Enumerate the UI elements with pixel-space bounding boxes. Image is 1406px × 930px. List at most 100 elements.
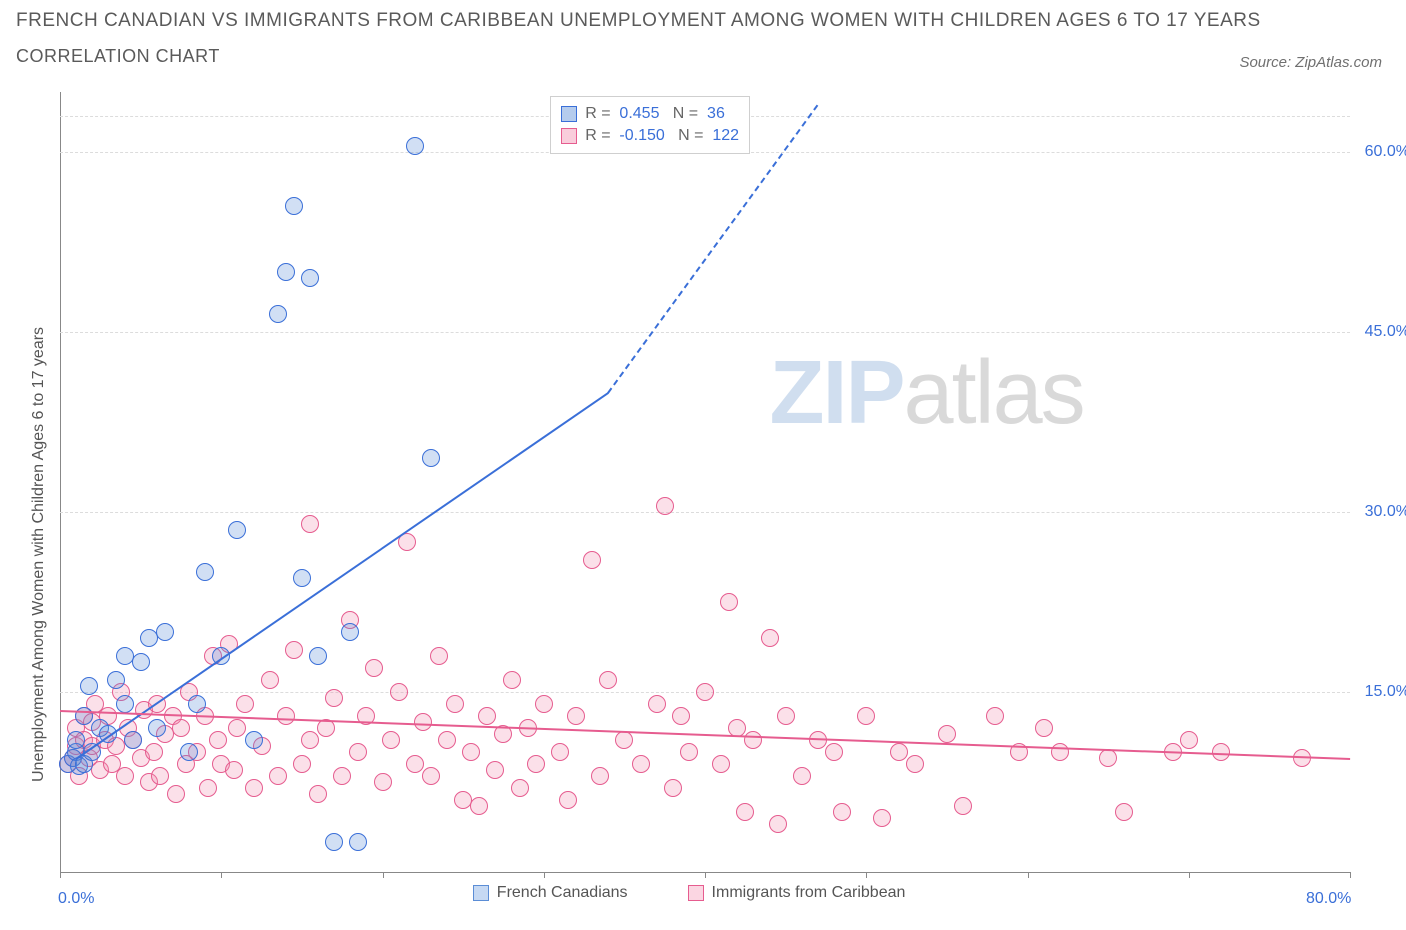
data-point <box>906 755 924 773</box>
data-point <box>365 659 383 677</box>
data-point <box>1115 803 1133 821</box>
data-point <box>591 767 609 785</box>
series-legend-item: French Canadians <box>473 884 628 902</box>
data-point <box>511 779 529 797</box>
data-point <box>696 683 714 701</box>
data-point <box>438 731 456 749</box>
data-point <box>1099 749 1117 767</box>
data-point <box>986 707 1004 725</box>
data-point <box>712 755 730 773</box>
chart-title-line2: CORRELATION CHART <box>16 46 1261 67</box>
data-point <box>664 779 682 797</box>
data-point <box>80 677 98 695</box>
data-point <box>656 497 674 515</box>
data-point <box>422 767 440 785</box>
data-point <box>107 671 125 689</box>
legend-label: Immigrants from Caribbean <box>712 884 906 902</box>
data-point <box>188 695 206 713</box>
data-point <box>873 809 891 827</box>
data-point <box>422 449 440 467</box>
data-point <box>293 569 311 587</box>
data-point <box>527 755 545 773</box>
series-legend-item: Immigrants from Caribbean <box>688 884 906 902</box>
data-point <box>406 755 424 773</box>
x-tick <box>1350 872 1351 878</box>
x-min-label: 0.0% <box>58 890 94 908</box>
data-point <box>325 833 343 851</box>
data-point <box>446 695 464 713</box>
data-point <box>615 731 633 749</box>
data-point <box>151 767 169 785</box>
data-point <box>720 593 738 611</box>
data-point <box>341 623 359 641</box>
data-point <box>1051 743 1069 761</box>
data-point <box>196 563 214 581</box>
data-point <box>293 755 311 773</box>
stats-legend: R = 0.455 N = 36R = -0.150 N = 122 <box>550 96 750 154</box>
data-point <box>890 743 908 761</box>
x-tick <box>866 872 867 878</box>
x-tick <box>544 872 545 878</box>
data-point <box>857 707 875 725</box>
correlation-chart: 15.0%30.0%45.0%60.0%0.0%80.0%Unemploymen… <box>60 92 1350 872</box>
legend-swatch <box>561 128 577 144</box>
data-point <box>672 707 690 725</box>
data-point <box>325 689 343 707</box>
data-point <box>793 767 811 785</box>
data-point <box>374 773 392 791</box>
data-point <box>225 761 243 779</box>
data-point <box>648 695 666 713</box>
data-point <box>462 743 480 761</box>
data-point <box>167 785 185 803</box>
data-point <box>172 719 190 737</box>
data-point <box>228 719 246 737</box>
data-point <box>148 719 166 737</box>
legend-swatch <box>561 106 577 122</box>
data-point <box>261 671 279 689</box>
x-tick <box>1189 872 1190 878</box>
data-point <box>301 731 319 749</box>
data-point <box>67 731 85 749</box>
data-point <box>209 731 227 749</box>
data-point <box>333 767 351 785</box>
data-point <box>632 755 650 773</box>
data-point <box>503 671 521 689</box>
data-point <box>744 731 762 749</box>
data-point <box>236 695 254 713</box>
data-point <box>285 197 303 215</box>
data-point <box>116 695 134 713</box>
data-point <box>567 707 585 725</box>
data-point <box>132 653 150 671</box>
y-axis-title: Unemployment Among Women with Children A… <box>30 327 48 782</box>
y-tick-label: 60.0% <box>1358 143 1406 161</box>
x-max-label: 80.0% <box>1306 890 1351 908</box>
gridline <box>60 332 1350 333</box>
data-point <box>277 263 295 281</box>
data-point <box>349 743 367 761</box>
data-point <box>1035 719 1053 737</box>
data-point <box>535 695 553 713</box>
data-point <box>382 731 400 749</box>
data-point <box>1180 731 1198 749</box>
data-point <box>228 521 246 539</box>
data-point <box>470 797 488 815</box>
plot-area <box>60 92 1351 873</box>
data-point <box>309 647 327 665</box>
data-point <box>199 779 217 797</box>
source-label: Source: ZipAtlas.com <box>1239 54 1382 71</box>
data-point <box>825 743 843 761</box>
data-point <box>180 743 198 761</box>
data-point <box>761 629 779 647</box>
data-point <box>145 743 163 761</box>
x-tick <box>1028 872 1029 878</box>
data-point <box>309 785 327 803</box>
legend-label: French Canadians <box>497 884 628 902</box>
series-legend: French Canadians Immigrants from Caribbea… <box>473 884 906 902</box>
y-tick-label: 30.0% <box>1358 503 1406 521</box>
data-point <box>583 551 601 569</box>
data-point <box>269 767 287 785</box>
data-point <box>430 647 448 665</box>
data-point <box>124 731 142 749</box>
stats-legend-row: R = -0.150 N = 122 <box>561 125 739 147</box>
legend-swatch <box>688 885 704 901</box>
